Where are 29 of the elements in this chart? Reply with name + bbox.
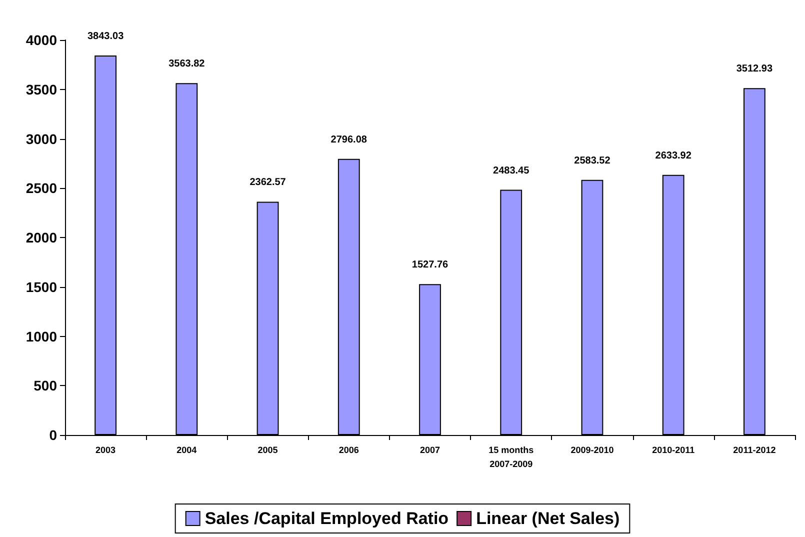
data-label: 3843.03 <box>87 31 124 42</box>
x-tick-label: 2003 <box>96 445 116 455</box>
y-tick-label: 3500 <box>26 81 58 98</box>
legend-label: Linear (Net Sales) <box>476 509 620 528</box>
y-tick-label: 500 <box>34 378 58 394</box>
y-tick-label: 1500 <box>26 278 58 295</box>
x-tick-label: 2007 <box>420 445 440 455</box>
data-label: 3512.93 <box>736 64 773 75</box>
data-label: 2633.92 <box>655 150 692 162</box>
x-tick-label: 2005 <box>258 445 278 455</box>
y-tick-label: 1000 <box>26 328 58 344</box>
data-label: 2796.08 <box>330 134 368 146</box>
x-tick-label: 15 months 2007-2009 <box>488 445 534 469</box>
x-tick-label: 2006 <box>338 445 359 455</box>
x-tick-label: 2004 <box>176 445 197 455</box>
y-tick-label: 0 <box>49 427 58 443</box>
legend-label: Sales /Capital Employed Ratio <box>204 509 449 528</box>
y-tick-label: 3000 <box>26 130 58 147</box>
x-tick-label: 2011-2012 <box>733 445 776 455</box>
data-label: 1527.76 <box>412 260 449 271</box>
data-label: 2483.45 <box>493 165 530 176</box>
data-label: 2583.52 <box>574 155 611 166</box>
x-tick-label: 2010-2011 <box>652 445 695 455</box>
y-tick-label: 4000 <box>26 32 58 48</box>
data-label: 2362.57 <box>250 177 286 188</box>
y-tick-label: 2000 <box>26 230 58 246</box>
y-tick-label: 2500 <box>26 180 58 196</box>
x-tick-label: 2009-2010 <box>570 445 614 455</box>
data-label: 3563.82 <box>168 58 206 70</box>
